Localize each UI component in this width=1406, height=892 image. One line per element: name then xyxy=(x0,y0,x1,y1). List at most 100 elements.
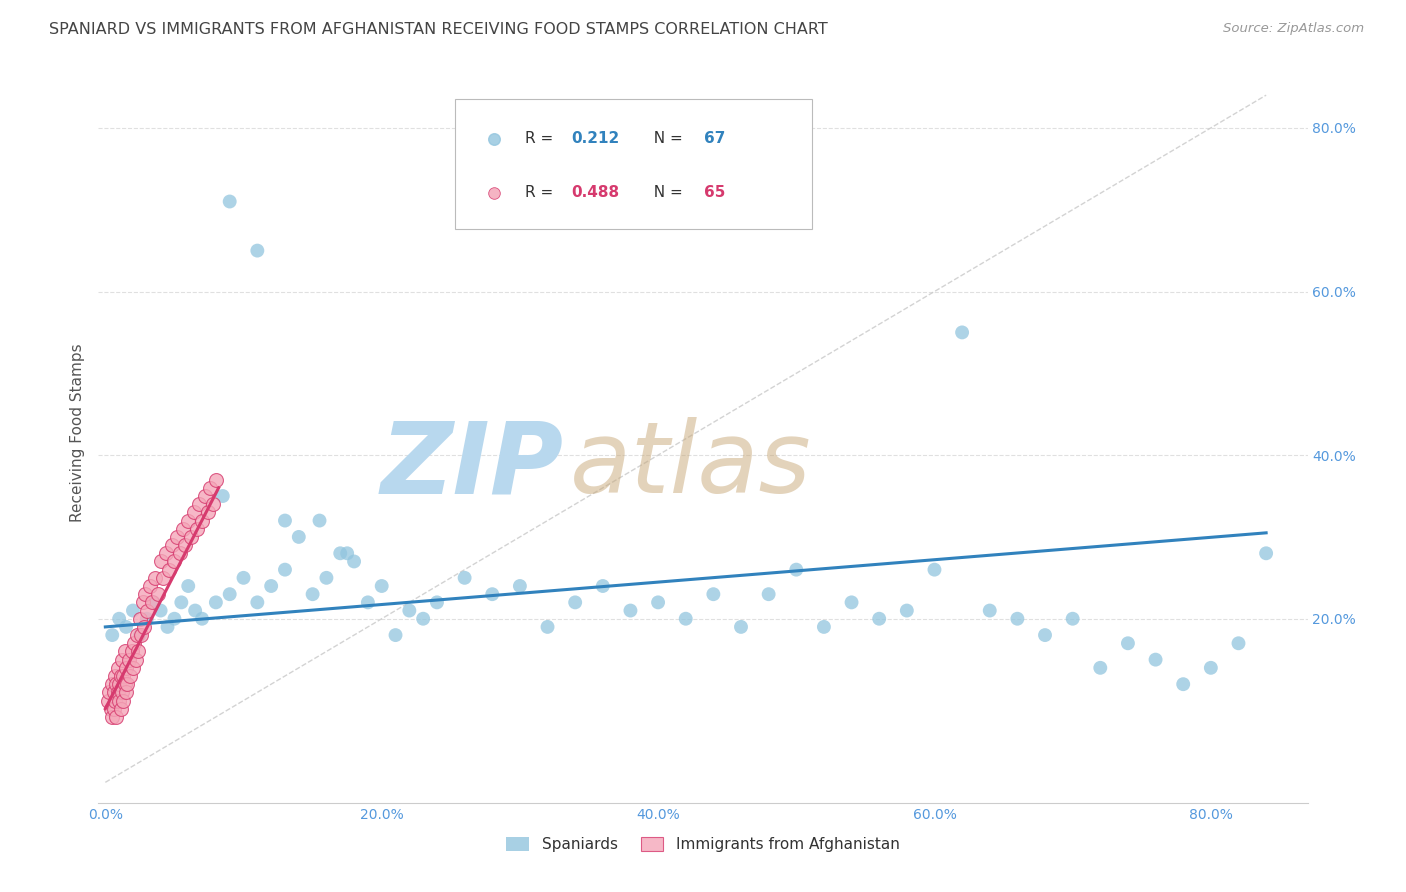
Point xyxy=(177,514,200,528)
Point xyxy=(546,102,568,116)
Point xyxy=(115,685,138,699)
Point xyxy=(398,603,420,617)
Text: SPANIARD VS IMMIGRANTS FROM AFGHANISTAN RECEIVING FOOD STAMPS CORRELATION CHART: SPANIARD VS IMMIGRANTS FROM AFGHANISTAN … xyxy=(49,22,828,37)
Point xyxy=(124,636,146,650)
Point xyxy=(129,628,152,642)
Point xyxy=(1090,661,1112,675)
Point xyxy=(211,489,233,503)
Point xyxy=(288,530,311,544)
Text: 0.488: 0.488 xyxy=(571,186,619,201)
Text: 65: 65 xyxy=(704,186,725,201)
Text: R =: R = xyxy=(526,131,558,146)
Point xyxy=(546,42,568,56)
Point xyxy=(1199,661,1222,675)
Point xyxy=(103,702,125,716)
Point xyxy=(924,563,946,577)
Point xyxy=(108,677,131,691)
Point xyxy=(343,554,366,568)
Point xyxy=(841,595,863,609)
Legend: Spaniards, Immigrants from Afghanistan: Spaniards, Immigrants from Afghanistan xyxy=(501,830,905,858)
Point xyxy=(100,702,122,716)
Point xyxy=(110,669,132,683)
Point xyxy=(111,685,134,699)
Point xyxy=(232,571,254,585)
Point xyxy=(191,514,214,528)
Point xyxy=(1007,612,1029,626)
Point xyxy=(481,587,503,601)
Point xyxy=(868,612,890,626)
Point xyxy=(107,685,129,699)
Point xyxy=(592,579,614,593)
Point xyxy=(384,628,406,642)
Text: 67: 67 xyxy=(704,131,725,146)
Point xyxy=(1144,653,1167,667)
Point xyxy=(174,538,197,552)
Point xyxy=(426,595,449,609)
Point xyxy=(785,563,807,577)
Point xyxy=(301,587,323,601)
Point xyxy=(170,595,193,609)
Point xyxy=(564,595,586,609)
Point xyxy=(108,693,131,707)
Point xyxy=(135,603,157,617)
Point xyxy=(186,522,208,536)
Point xyxy=(329,546,352,560)
Point xyxy=(103,685,125,699)
Point xyxy=(131,595,153,609)
Point xyxy=(979,603,1001,617)
Point xyxy=(183,505,205,519)
Text: ZIP: ZIP xyxy=(381,417,564,515)
Point xyxy=(509,579,531,593)
Point xyxy=(142,595,165,609)
Point xyxy=(141,595,163,609)
Point xyxy=(166,530,188,544)
Point xyxy=(104,693,127,707)
Point xyxy=(156,620,179,634)
Text: N =: N = xyxy=(644,131,688,146)
Point xyxy=(101,710,124,724)
Point xyxy=(274,514,297,528)
Point xyxy=(1256,546,1278,560)
Point xyxy=(163,612,186,626)
Point xyxy=(246,244,269,258)
Point xyxy=(1033,628,1056,642)
Point xyxy=(149,603,172,617)
Point xyxy=(157,563,180,577)
Point xyxy=(146,587,169,601)
Point xyxy=(218,587,240,601)
Point xyxy=(132,620,155,634)
Point xyxy=(110,702,132,716)
Point xyxy=(246,595,269,609)
Point xyxy=(104,669,127,683)
Point xyxy=(108,612,131,626)
Point xyxy=(115,661,138,675)
Point xyxy=(177,579,200,593)
Point xyxy=(1116,636,1139,650)
Point xyxy=(112,669,135,683)
Point xyxy=(202,497,225,511)
Point xyxy=(197,505,219,519)
Point xyxy=(97,693,120,707)
Point xyxy=(453,571,475,585)
Point xyxy=(152,571,174,585)
Point xyxy=(114,644,136,658)
Point xyxy=(730,620,752,634)
Point xyxy=(336,546,359,560)
Point xyxy=(169,546,191,560)
Point xyxy=(98,685,121,699)
Point xyxy=(101,628,124,642)
Point xyxy=(813,620,835,634)
Point xyxy=(180,530,202,544)
Point xyxy=(647,595,669,609)
Point xyxy=(128,612,150,626)
Text: Source: ZipAtlas.com: Source: ZipAtlas.com xyxy=(1223,22,1364,36)
Point xyxy=(218,194,240,209)
Point xyxy=(134,587,156,601)
Point xyxy=(135,612,157,626)
Point xyxy=(121,644,143,658)
Point xyxy=(205,473,228,487)
Point xyxy=(357,595,380,609)
Point xyxy=(163,554,186,568)
Point xyxy=(111,653,134,667)
Point xyxy=(143,571,166,585)
